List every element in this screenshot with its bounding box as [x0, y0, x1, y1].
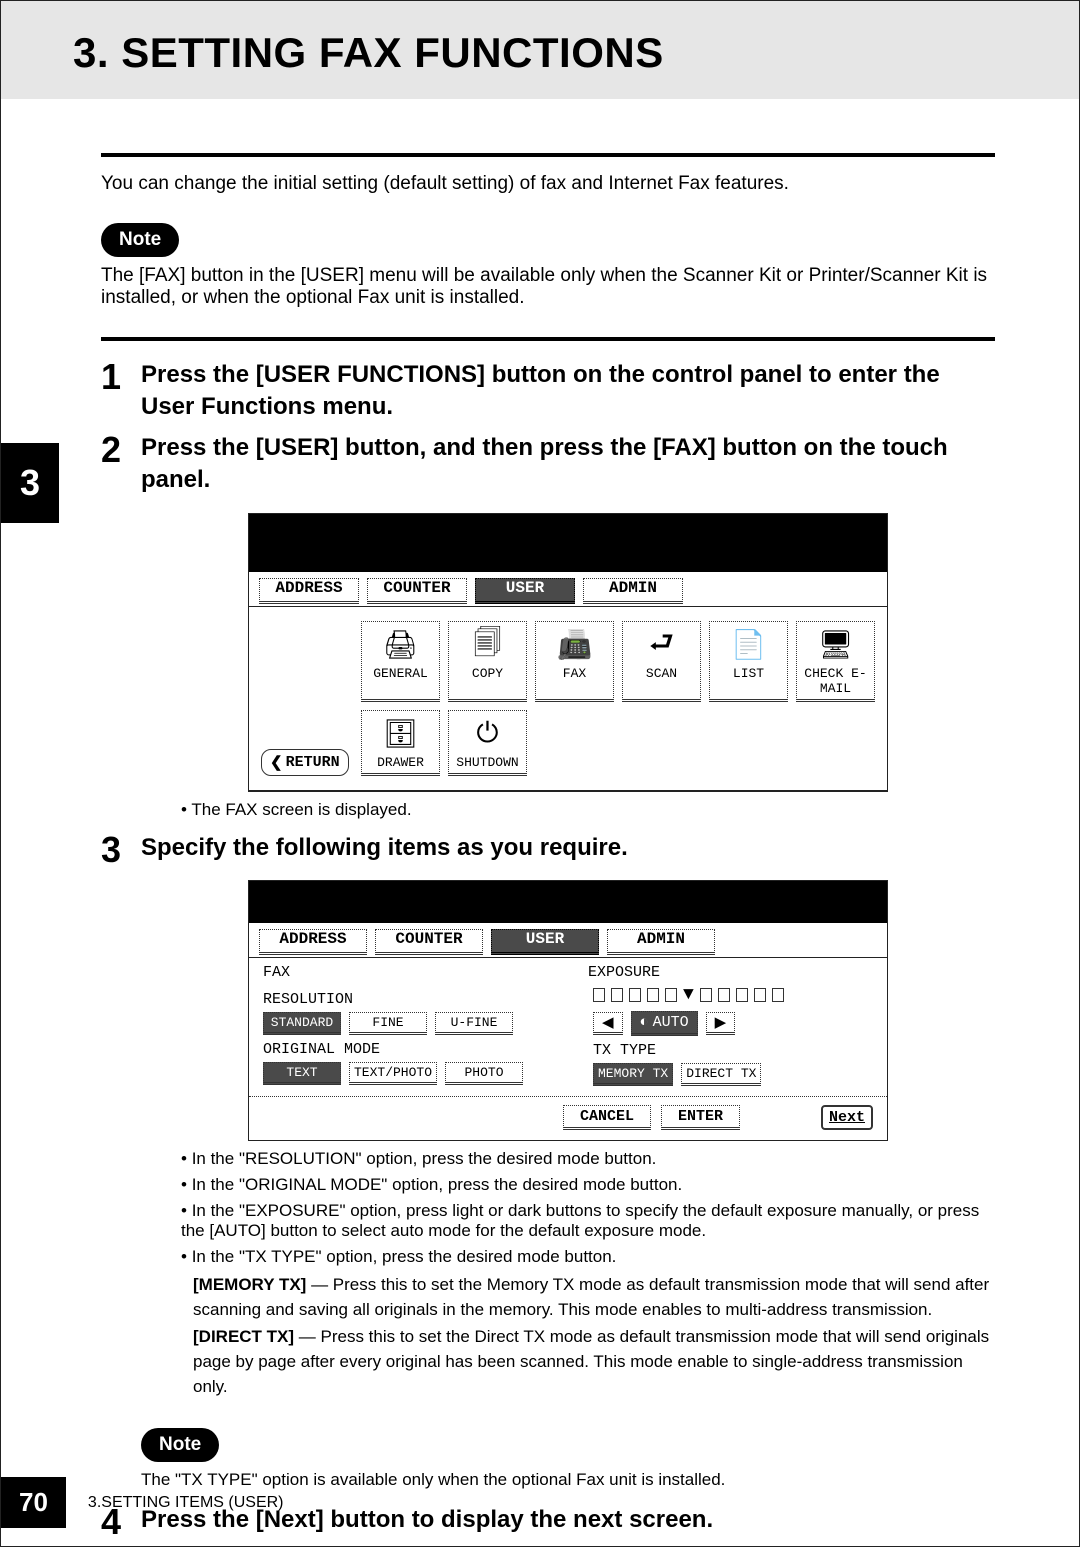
check-email-button[interactable]: 🖥CHECK E-MAIL: [796, 621, 875, 702]
resolution-label: RESOLUTION: [263, 991, 543, 1008]
resolution-ufine-button[interactable]: U-FINE: [435, 1012, 513, 1035]
step-title: Press the [USER] button, and then press …: [141, 432, 995, 497]
tab-admin[interactable]: ADMIN: [583, 578, 683, 604]
step-title: Press the [USER FUNCTIONS] button on the…: [141, 359, 995, 424]
tab-address[interactable]: ADDRESS: [259, 578, 359, 604]
step-bullet: The FAX screen is displayed.: [141, 800, 995, 820]
note-text: The [FAX] button in the [USER] menu will…: [101, 265, 995, 309]
origmode-text-button[interactable]: TEXT: [263, 1062, 341, 1085]
copy-button[interactable]: 🗐COPY: [448, 621, 527, 702]
side-chapter-tab: 3: [1, 443, 59, 523]
page-number: 70: [1, 1477, 66, 1528]
origmode-photo-button[interactable]: PHOTO: [445, 1062, 523, 1085]
email-icon: 🖥: [799, 626, 872, 666]
screen-titlebar: [249, 514, 887, 572]
step-bullet: In the "EXPOSURE" option, press light or…: [141, 1201, 995, 1241]
fax-icon: 📠: [538, 626, 611, 666]
drawer-icon: 🗄: [364, 715, 437, 755]
screen-titlebar: [249, 881, 887, 923]
return-button[interactable]: ❮RETURN: [261, 749, 349, 776]
general-button[interactable]: 🖨GENERAL: [361, 621, 440, 702]
screenshot-user-menu: ADDRESS COUNTER USER ADMIN 🖨GENERAL 🗐COP…: [248, 513, 888, 792]
footer-text: 3.SETTING ITEMS (USER): [88, 1494, 284, 1512]
direct-tx-button[interactable]: DIRECT TX: [681, 1063, 761, 1086]
tab-counter[interactable]: COUNTER: [375, 929, 483, 955]
header-band: 3. SETTING FAX FUNCTIONS: [1, 1, 1079, 99]
step-description: [DIRECT TX] — Press this to set the Dire…: [141, 1325, 995, 1399]
tab-counter[interactable]: COUNTER: [367, 578, 467, 604]
scan-button[interactable]: ⮐SCAN: [622, 621, 701, 702]
cancel-button[interactable]: CANCEL: [563, 1105, 651, 1130]
fax-heading: FAX: [263, 964, 548, 981]
auto-icon: ◐: [640, 1014, 649, 1031]
step-number: 1: [101, 359, 131, 426]
step-number: 2: [101, 432, 131, 826]
step-bullet: In the "TX TYPE" option, press the desir…: [141, 1247, 995, 1267]
resolution-fine-button[interactable]: FINE: [349, 1012, 427, 1035]
drawer-button[interactable]: 🗄DRAWER: [361, 710, 440, 776]
tab-admin[interactable]: ADMIN: [607, 929, 715, 955]
list-icon: 📄: [712, 626, 785, 666]
return-icon: ❮: [270, 753, 283, 772]
memory-tx-button[interactable]: MEMORY TX: [593, 1063, 673, 1086]
tab-user[interactable]: USER: [491, 929, 599, 955]
exposure-dark-button[interactable]: ▶: [706, 1012, 736, 1035]
list-button[interactable]: 📄LIST: [709, 621, 788, 702]
divider: [101, 337, 995, 341]
exposure-marker-icon: ▼: [683, 985, 694, 1005]
tx-type-label: TX TYPE: [593, 1042, 873, 1059]
step-description: [MEMORY TX] — Press this to set the Memo…: [141, 1273, 995, 1322]
resolution-standard-button[interactable]: STANDARD: [263, 1012, 341, 1035]
enter-button[interactable]: ENTER: [661, 1105, 740, 1130]
divider: [101, 153, 995, 157]
intro-text: You can change the initial setting (defa…: [101, 173, 995, 195]
general-icon: 🖨: [364, 626, 437, 666]
exposure-light-button[interactable]: ◀: [593, 1012, 623, 1035]
step-number: 3: [101, 832, 131, 1495]
note-badge: Note: [101, 223, 179, 257]
copy-icon: 🗐: [451, 626, 524, 666]
fax-button[interactable]: 📠FAX: [535, 621, 614, 702]
step-title: Specify the following items as you requi…: [141, 832, 995, 864]
exposure-heading: EXPOSURE: [588, 964, 873, 981]
step-bullet: In the "ORIGINAL MODE" option, press the…: [141, 1175, 995, 1195]
origmode-textphoto-button[interactable]: TEXT/PHOTO: [349, 1062, 437, 1085]
tab-user[interactable]: USER: [475, 578, 575, 604]
step-bullet: In the "RESOLUTION" option, press the de…: [141, 1149, 995, 1169]
original-mode-label: ORIGINAL MODE: [263, 1041, 543, 1058]
tab-address[interactable]: ADDRESS: [259, 929, 367, 955]
screenshot-fax-settings: ADDRESS COUNTER USER ADMIN FAX EXPOSURE: [248, 880, 888, 1141]
shutdown-button[interactable]: ⏻SHUTDOWN: [448, 710, 527, 776]
exposure-auto-button[interactable]: ◐AUTO: [631, 1011, 698, 1036]
chapter-title: 3. SETTING FAX FUNCTIONS: [1, 29, 1079, 77]
next-button[interactable]: Next: [821, 1105, 873, 1130]
exposure-scale: ▼: [593, 985, 873, 1005]
shutdown-icon: ⏻: [451, 715, 524, 755]
note-badge: Note: [141, 1428, 219, 1462]
scan-icon: ⮐: [625, 626, 698, 666]
